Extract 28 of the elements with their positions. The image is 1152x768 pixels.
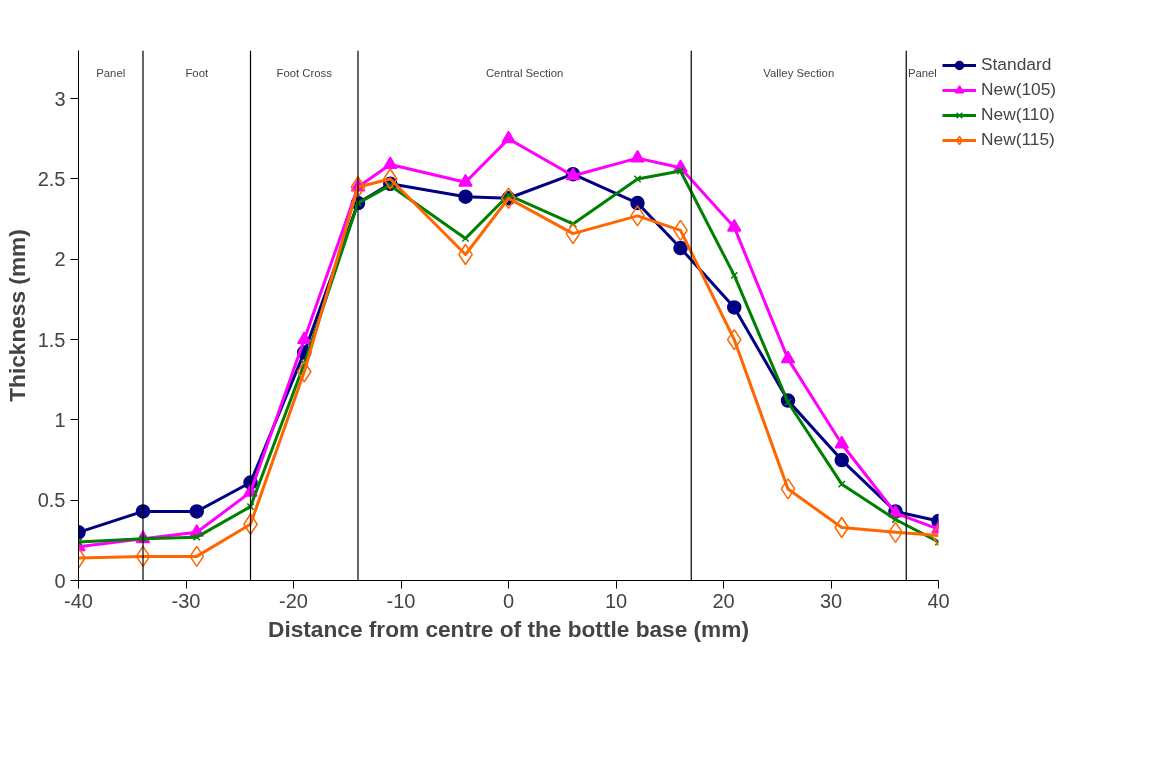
annotation: Panel <box>96 66 126 79</box>
y-tick-label: 0 <box>54 569 66 592</box>
legend-label: New(105) <box>981 79 1057 100</box>
y-tick-label: 0.5 <box>37 489 66 512</box>
x-tick-label: -40 <box>64 589 93 612</box>
annotation: Central Section <box>485 66 564 79</box>
legend-label: Standard <box>981 54 1052 75</box>
annotation: Valley Section <box>763 66 835 79</box>
y-tick-label: 1 <box>54 408 66 431</box>
y-tick-label: 2.5 <box>37 167 66 190</box>
x-tick-label: 10 <box>604 589 628 612</box>
x-tick-label: 30 <box>819 589 843 612</box>
x-tick-label: 40 <box>927 589 950 612</box>
x-tick-label: 20 <box>712 589 735 612</box>
y-tick-label: 1.5 <box>37 328 66 351</box>
y-tick-label: 3 <box>54 87 66 110</box>
annotation: Panel <box>907 66 937 79</box>
y-tick-label: 2 <box>54 248 66 271</box>
legend-label: New(110) <box>981 104 1055 125</box>
x-tick-label: -30 <box>171 589 201 612</box>
x-axis-title: Distance from centre of the bottle base (mm) <box>268 615 749 642</box>
y-axis-title: Thickness (mm) <box>3 229 30 402</box>
x-tick-label: -10 <box>386 589 416 612</box>
x-tick-label: 0 <box>502 589 515 612</box>
annotation: Foot Cross <box>276 66 333 79</box>
x-tick-label: -20 <box>279 589 308 612</box>
legend-label: New(115) <box>981 129 1055 150</box>
annotation: Foot <box>185 66 209 79</box>
